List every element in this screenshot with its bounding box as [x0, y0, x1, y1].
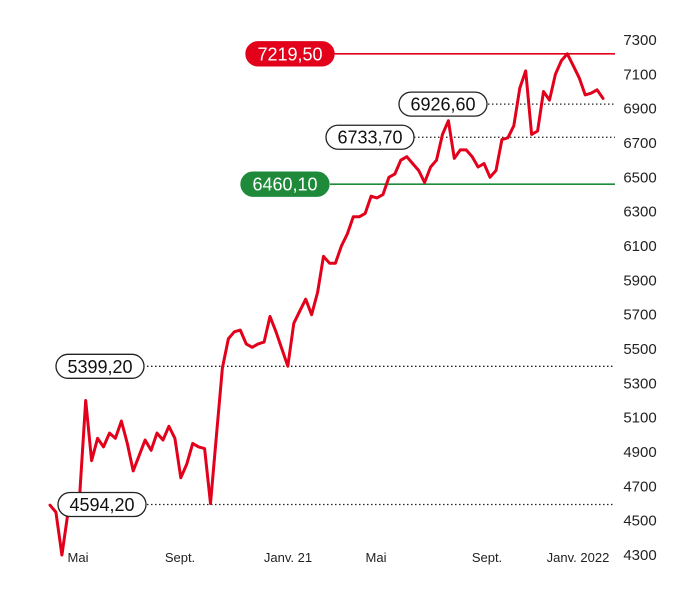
reference-label-pill: [55, 353, 145, 379]
y-tick-label: 6300: [623, 204, 656, 221]
reference-label-text: 4594,20: [69, 495, 134, 515]
y-axis-ticks: 7300 7100 6900 6700 6500 6300 6100 5900 5700 5500…: [623, 32, 656, 564]
series-group: [48, 52, 605, 557]
y-tick-label: 5100: [623, 410, 656, 427]
y-tick-label: 6500: [623, 169, 656, 186]
reference-label-text: 5399,20: [67, 357, 132, 377]
reference-label-pill: [57, 491, 147, 518]
x-tick-label: Janv. 21: [264, 550, 312, 565]
x-tick-label: Janv. 2022: [547, 550, 610, 565]
x-tick-label: Sept.: [165, 550, 195, 565]
y-tick-label: 4700: [623, 478, 656, 495]
reference-labels: 7219,50 6926,60 6733,70 6460,10 5399,20 4594,…: [55, 41, 488, 518]
series-line-0: [48, 52, 605, 557]
y-tick-label: 5300: [623, 375, 656, 392]
reference-label-text: 6733,70: [337, 128, 402, 148]
y-tick-label: 6900: [623, 101, 656, 118]
y-tick-label: 4900: [623, 444, 656, 461]
reference-label-pill: [325, 124, 415, 150]
y-tick-label: 7100: [623, 66, 656, 83]
reference-label-text: 6460,10: [252, 175, 317, 195]
reference-label-text: 6926,60: [410, 95, 475, 115]
y-tick-label: 6100: [623, 238, 656, 255]
y-tick-label: 5700: [623, 307, 656, 324]
reference-label-pill: [240, 171, 330, 197]
y-tick-label: 5900: [623, 272, 656, 289]
x-tick-label: Mai: [68, 550, 89, 565]
y-tick-label: 4500: [623, 513, 656, 530]
reference-label-text: 7219,50: [257, 44, 322, 64]
x-axis-ticks: Mai Sept. Janv. 21 Mai Sept. Janv. 2022: [68, 550, 610, 565]
y-tick-label: 4300: [623, 547, 656, 564]
x-tick-label: Mai: [366, 550, 387, 565]
y-tick-label: 7300: [623, 32, 656, 49]
y-tick-label: 6700: [623, 135, 656, 152]
x-tick-label: Sept.: [472, 550, 502, 565]
reference-label-pill: [398, 91, 488, 117]
reference-label-pill: [245, 41, 335, 67]
y-tick-label: 5500: [623, 341, 656, 358]
